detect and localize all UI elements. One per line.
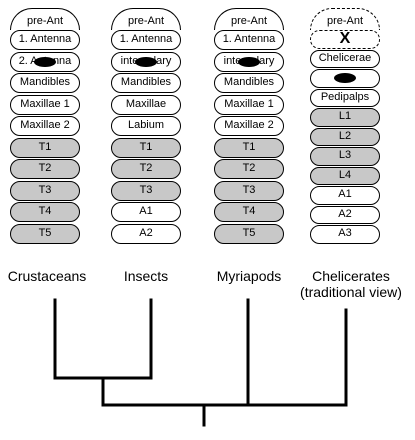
segment-label: L1: [338, 110, 352, 122]
segment-label: T1: [139, 140, 153, 153]
segment: X: [310, 30, 380, 49]
segment: A2: [310, 205, 380, 224]
segment-label: T1: [242, 140, 256, 153]
segment-label: 1. Antenna: [119, 33, 173, 45]
segment: 1. Antenna: [111, 30, 181, 50]
label-myriapods: Myriapods: [216, 268, 282, 284]
segment: Labium: [111, 116, 181, 136]
segment-label: L2: [338, 129, 352, 142]
segment: T5: [10, 223, 80, 244]
segment-label: A1: [338, 188, 352, 200]
segment-label: T4: [38, 205, 52, 217]
segment-label: intercalary: [223, 54, 275, 67]
segment-label: Maxillae: [125, 97, 167, 110]
segment-label: Maxillae 2: [224, 119, 274, 131]
segment-label: Mandibles: [223, 76, 275, 88]
segment: Mandibles: [214, 73, 284, 93]
segment-label: T5: [38, 226, 52, 239]
segment: A1: [310, 186, 380, 205]
segment-label: 2. Antenna: [18, 54, 72, 67]
segment: L2: [310, 127, 380, 146]
segment: Mandibles: [10, 73, 80, 93]
segment: 1. Antenna: [10, 30, 80, 50]
segment: A1: [111, 202, 181, 222]
segment-label: Maxillae 2: [20, 119, 70, 131]
segment: Maxillae 2: [214, 116, 284, 136]
segment-label: Mandibles: [120, 76, 172, 88]
segment: T2: [10, 159, 80, 179]
segment: 1. Antenna: [214, 30, 284, 50]
segment-label: Maxillae 1: [224, 97, 274, 110]
segment-label: L4: [338, 168, 352, 181]
segment-label: A3: [338, 227, 352, 239]
segment: A2: [111, 223, 181, 244]
segment-label: X: [339, 30, 351, 47]
segment: L4: [310, 166, 380, 185]
label-insects: Insects: [123, 268, 169, 284]
segment: Maxillae 1: [214, 94, 284, 115]
segment: Maxillae 2: [10, 116, 80, 136]
segment-label: T2: [139, 162, 153, 174]
segment-label: Maxillae 1: [20, 97, 70, 110]
segment-label: T4: [242, 205, 256, 217]
segment-label: A2: [338, 207, 352, 220]
segment: T3: [111, 180, 181, 201]
segment: Maxillae 1: [10, 94, 80, 115]
segment-label: Mandibles: [19, 76, 71, 88]
segment: 2. Antenna: [10, 51, 80, 72]
ganglion-blob-icon: [238, 56, 260, 67]
ganglion-blob-icon: [334, 73, 356, 84]
segment: T1: [111, 137, 181, 158]
segment: T4: [214, 202, 284, 222]
label-chelicerates: Chelicerates (traditional view): [300, 268, 402, 300]
segment: T2: [214, 159, 284, 179]
label-crustaceans: Crustaceans: [7, 268, 87, 284]
segment-label: intercalary: [120, 54, 172, 67]
segment-label: T2: [242, 162, 256, 174]
pre-ant-cap: pre-Ant: [111, 8, 181, 30]
segment: Chelicerae: [310, 49, 380, 68]
segment-label: T3: [242, 183, 256, 196]
segment-label: Pedipalps: [320, 90, 370, 103]
segment: Maxillae: [111, 94, 181, 115]
segment-label: T1: [38, 140, 52, 153]
segment-label: A2: [139, 226, 153, 239]
segment: T1: [10, 137, 80, 158]
segment: Pedipalps: [310, 88, 380, 107]
segment: A3: [310, 225, 380, 244]
segment: T3: [214, 180, 284, 201]
segment: [310, 69, 380, 88]
segment-label: Chelicerae: [318, 51, 372, 64]
segment: intercalary: [111, 51, 181, 72]
segment: intercalary: [214, 51, 284, 72]
segment-label: Labium: [127, 119, 165, 131]
segment-label: L3: [338, 149, 352, 161]
ganglion-blob-icon: [135, 56, 157, 67]
ganglion-blob-icon: [34, 56, 56, 67]
pre-ant-cap: pre-Ant: [214, 8, 284, 30]
segment: L3: [310, 147, 380, 166]
segment: T2: [111, 159, 181, 179]
segment-label: T3: [139, 183, 153, 196]
segment-label: T2: [38, 162, 52, 174]
segment: T5: [214, 223, 284, 244]
segment: Mandibles: [111, 73, 181, 93]
segment-label: 1. Antenna: [18, 33, 72, 45]
segment-label: T3: [38, 183, 52, 196]
segment: L1: [310, 108, 380, 127]
segment-label: T5: [242, 226, 256, 239]
segment: T1: [214, 137, 284, 158]
segment: T3: [10, 180, 80, 201]
segment: T4: [10, 202, 80, 222]
segment-label: A1: [139, 205, 153, 217]
segment-label: 1. Antenna: [222, 33, 276, 45]
